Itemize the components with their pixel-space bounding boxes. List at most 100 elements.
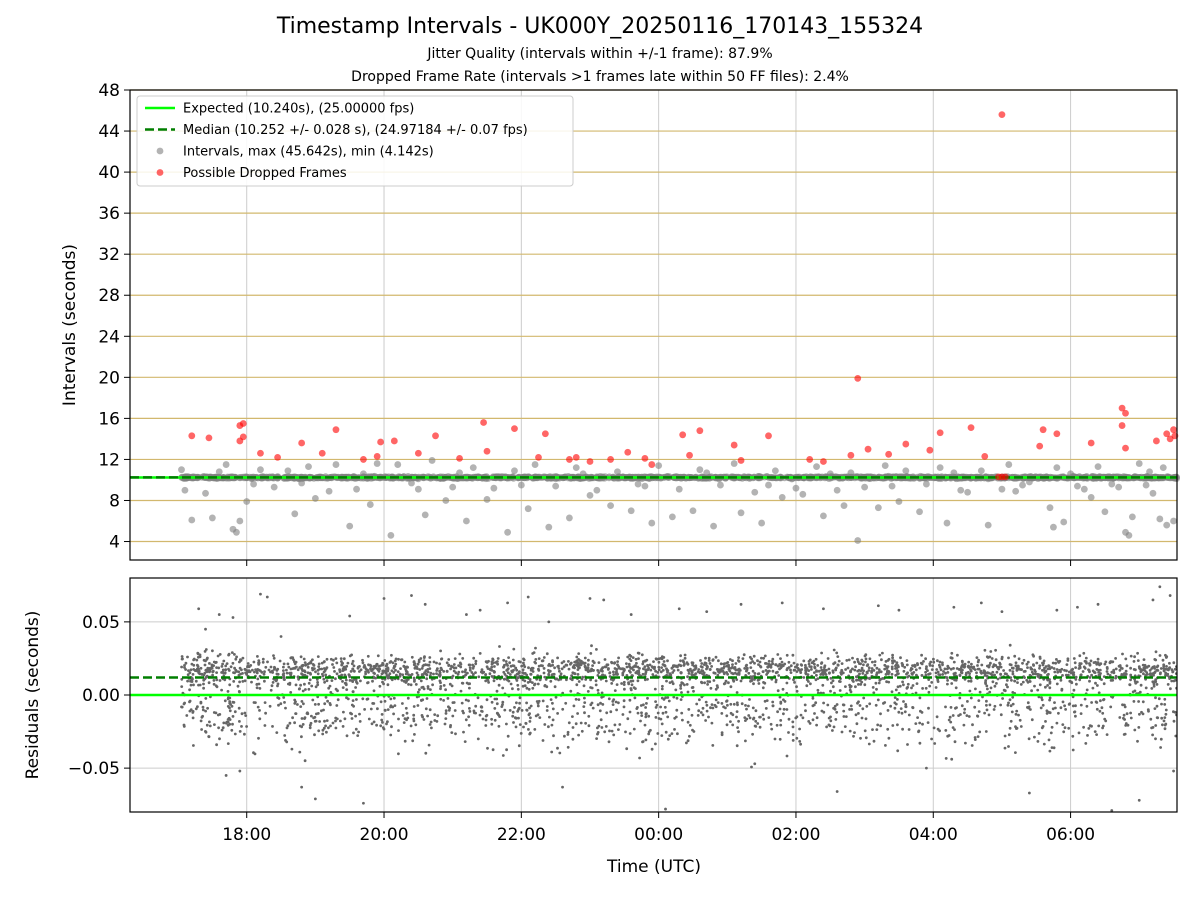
residual-point: [218, 737, 221, 741]
residual-point: [429, 671, 433, 675]
residual-point: [825, 725, 828, 729]
residual-point: [518, 696, 522, 700]
residual-point: [774, 663, 777, 667]
residual-point: [230, 728, 234, 732]
residual-point: [966, 700, 969, 703]
residual-point: [798, 740, 802, 743]
residual-point: [442, 684, 446, 687]
interval-point: [1108, 480, 1116, 488]
residual-point: [1126, 723, 1130, 727]
residual-point: [840, 668, 844, 672]
residual-point: [944, 705, 947, 709]
residual-point: [1009, 719, 1013, 723]
residual-point: [796, 663, 799, 667]
residual-point: [700, 681, 704, 685]
residual-point: [436, 714, 440, 718]
residual-point: [202, 686, 206, 690]
residual-point: [734, 668, 738, 672]
residual-point: [984, 730, 988, 733]
interval-point: [552, 482, 560, 490]
residual-point: [222, 659, 226, 663]
residual-point: [842, 715, 846, 718]
interval-point: [222, 461, 230, 468]
residual-point: [744, 704, 747, 707]
residual-point: [729, 685, 733, 689]
residual-point: [1074, 678, 1078, 681]
residual-point: [771, 704, 775, 708]
residual-point: [624, 730, 627, 734]
residual-point: [266, 660, 269, 664]
residual-point: [512, 664, 516, 668]
residual-point: [963, 662, 967, 666]
residual-point: [370, 722, 374, 726]
residual-point: [506, 671, 510, 675]
residual-point: [354, 727, 358, 731]
interval-point: [346, 522, 354, 530]
residual-point: [748, 698, 751, 701]
residual-point: [552, 734, 555, 738]
residual-point: [1143, 663, 1147, 667]
residual-point: [1164, 708, 1168, 712]
residual-point: [461, 657, 465, 660]
residual-point: [1162, 719, 1166, 723]
residual-point: [323, 680, 326, 684]
residual-point: [1090, 673, 1093, 677]
residual-point: [1051, 661, 1055, 665]
residual-point: [451, 714, 455, 718]
residual-point: [725, 723, 729, 727]
interval-point: [545, 523, 553, 531]
residual-point: [325, 730, 328, 734]
residual-point: [202, 682, 205, 686]
residual-point: [1011, 670, 1015, 673]
residual-point: [231, 700, 235, 704]
residual-point: [729, 702, 733, 706]
residual-point: [1153, 658, 1157, 661]
residual-point: [463, 740, 467, 743]
residual-point: [716, 701, 720, 704]
dropped-frame-point: [624, 448, 632, 456]
residual-point: [438, 662, 442, 666]
residual-point: [487, 659, 490, 663]
residual-point: [1047, 738, 1051, 742]
residual-point: [984, 679, 988, 682]
residual-point: [884, 673, 888, 676]
residual-point: [542, 671, 546, 675]
residual-point: [987, 713, 991, 717]
residual-point: [795, 715, 799, 719]
dropped-frame-point: [1087, 439, 1095, 447]
residual-point: [421, 715, 424, 719]
residual-point: [776, 689, 780, 693]
residual-point: [1031, 653, 1035, 657]
residual-point: [484, 673, 487, 677]
residual-point: [490, 665, 494, 669]
residual-point: [896, 685, 900, 689]
residual-point: [377, 665, 381, 668]
residual-point: [439, 685, 443, 688]
residual-point: [1142, 658, 1146, 661]
residual-point: [1090, 701, 1093, 704]
residual-point: [1110, 670, 1114, 674]
residual-point: [1048, 686, 1052, 690]
residual-point: [1136, 651, 1139, 655]
residual-point: [702, 673, 706, 677]
residual-point: [208, 720, 211, 724]
residual-point: [402, 721, 406, 724]
residual-point: [457, 670, 461, 674]
residual-point: [744, 719, 747, 722]
residual-point: [217, 666, 221, 670]
dropped-frame-point: [607, 456, 614, 463]
residual-point: [921, 722, 924, 726]
interval-point: [984, 521, 992, 529]
dropped-frame-point: [998, 111, 1006, 119]
residual-point: [527, 687, 531, 691]
residual-point: [212, 679, 216, 682]
residual-point: [1155, 704, 1159, 708]
residual-point: [807, 660, 811, 663]
residual-point: [271, 671, 274, 674]
residual-point: [394, 662, 398, 666]
residual-point: [223, 699, 227, 703]
residual-point: [661, 668, 665, 672]
residual-point: [927, 678, 931, 681]
residual-point: [1046, 684, 1049, 687]
residual-point: [815, 716, 819, 720]
